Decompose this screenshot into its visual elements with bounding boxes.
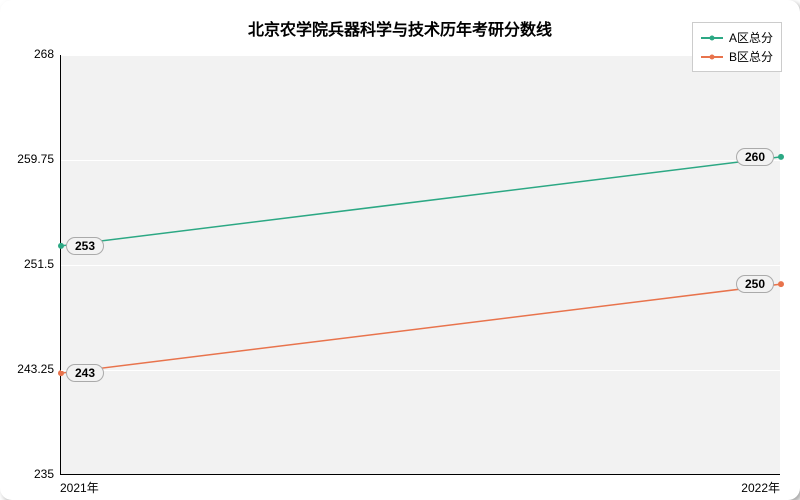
legend-swatch [701, 37, 723, 39]
legend-item: B区总分 [701, 48, 773, 65]
data-label: 250 [736, 275, 774, 293]
y-tick-label: 235 [34, 467, 54, 481]
series-marker [778, 281, 784, 287]
data-label: 253 [66, 237, 104, 255]
legend-swatch [701, 56, 723, 58]
legend-label: B区总分 [729, 48, 773, 65]
data-label: 260 [736, 148, 774, 166]
y-tick-label: 268 [34, 47, 54, 61]
grid-line [61, 160, 781, 161]
x-tick-label: 2021年 [60, 479, 99, 496]
y-tick-label: 243.25 [17, 362, 54, 376]
chart-title: 北京农学院兵器科学与技术历年考研分数线 [248, 16, 552, 40]
x-tick-label: 2022年 [741, 479, 780, 496]
legend: A区总分 B区总分 [692, 22, 782, 72]
grid-line [61, 265, 781, 266]
series-line [61, 157, 781, 246]
y-tick-label: 259.75 [17, 152, 54, 166]
series-marker [58, 243, 64, 249]
series-marker [58, 370, 64, 376]
y-tick-label: 251.5 [24, 257, 54, 271]
data-label: 243 [66, 364, 104, 382]
grid-line [61, 55, 781, 56]
legend-item: A区总分 [701, 29, 773, 46]
chart-container: 北京农学院兵器科学与技术历年考研分数线 A区总分 B区总分 235 243.25 25… [0, 0, 800, 500]
series-marker [778, 154, 784, 160]
plot-area [60, 55, 780, 475]
legend-label: A区总分 [729, 29, 773, 46]
grid-line [61, 370, 781, 371]
series-line [61, 284, 781, 373]
